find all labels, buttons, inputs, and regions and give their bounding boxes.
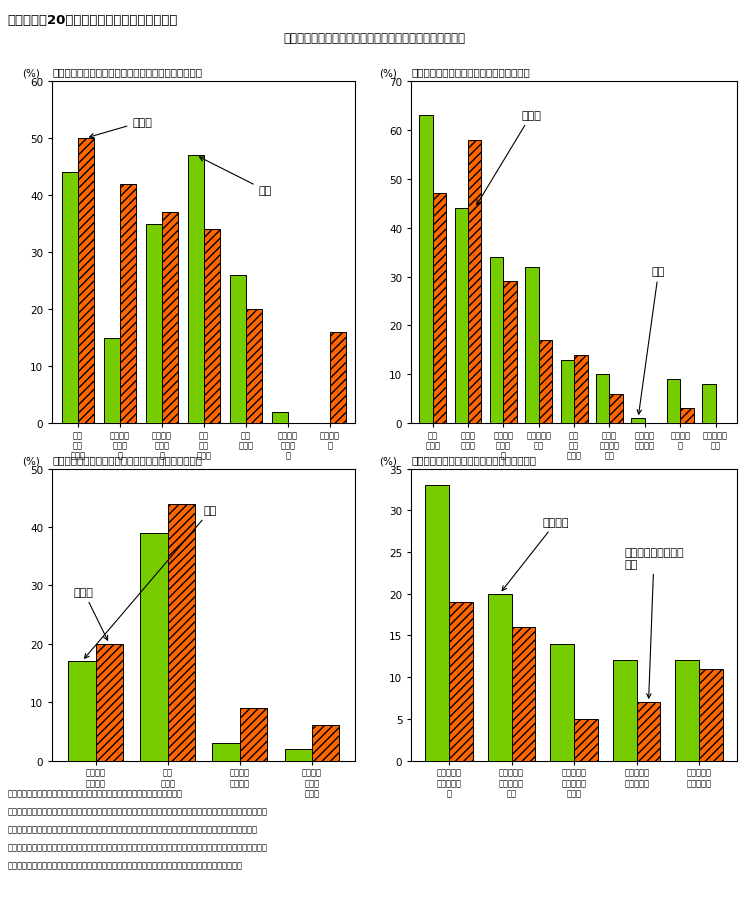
Bar [574,719,598,761]
Text: パート・アルバイト
採用: パート・アルバイト 採用 [624,548,684,699]
Text: 現在: 現在 [85,506,217,659]
Bar [146,224,162,424]
Bar [488,594,512,761]
Text: (%): (%) [378,456,396,466]
Bar [631,419,645,424]
Bar [212,743,240,761]
Text: 中途採用: 中途採用 [502,517,569,591]
Bar [162,213,178,424]
Bar [330,333,346,424]
Bar [312,726,340,761]
Text: 肢から１つ選択する形式で、記載以外の項目として「分からない・不明」、「その他」などの項目がある。: 肢から１つ選択する形式で、記載以外の項目として「分からない・不明」、「その他」な… [7,824,257,834]
Bar [419,116,432,424]
Bar [468,140,482,424]
Text: （１）重視する採用チャネル（正社員（新卒採用））: （１）重視する採用チャネル（正社員（新卒採用）） [52,67,203,77]
Bar [503,282,517,424]
Bar [675,660,699,761]
Text: に採用候補者を紹介してもらう採用手法。アルムナイ採用は、自社の退職者を再雇用する採用手法。: に採用候補者を紹介してもらう採用手法。アルムナイ採用は、自社の退職者を再雇用する… [7,861,242,870]
Bar [699,669,723,761]
Bar [188,156,203,424]
Text: ５年前: ５年前 [476,111,541,206]
Bar [284,749,312,761]
Bar [141,533,168,761]
Bar [246,310,262,424]
Bar [78,138,94,424]
Bar [272,412,288,424]
Text: 正社員の中途採用は、転職サイトを含め採用経路が多様化: 正社員の中途採用は、転職サイトを含め採用経路が多様化 [283,32,465,45]
Text: ３．オウンドメディアは、自社サイトやパンフレットなど、企業自らが運用する媒体。リファラル採用は、自社社員: ３．オウンドメディアは、自社サイトやパンフレットなど、企業自らが運用する媒体。リ… [7,843,268,852]
Text: （３）重視する採用チャネル（パート・アルバイト）: （３）重視する採用チャネル（パート・アルバイト） [52,455,203,465]
Bar [512,628,536,761]
Text: (%): (%) [22,68,40,78]
Bar [240,708,267,761]
Bar [104,338,120,424]
Bar [230,275,246,424]
Bar [168,504,195,761]
Bar [551,644,574,761]
Bar [539,341,552,424]
Bar [61,173,78,424]
Bar [203,230,220,424]
Text: 現在: 現在 [637,267,665,415]
Text: ５年前: ５年前 [74,588,108,640]
Bar [425,486,449,761]
Bar [561,360,574,424]
Text: （備考）１．内閣府「人手不足への対応に関する企業意識調査」により作成。: （備考）１．内閣府「人手不足への対応に関する企業意識調査」により作成。 [7,788,183,797]
Bar [455,209,468,424]
Bar [596,374,610,424]
Text: (%): (%) [378,68,396,78]
Bar [613,660,637,761]
Bar [680,409,693,424]
Text: ２．（１）〜（３）は５年前と現在重視していたものそれぞれについて、最大３つまで選択する形式。（４）は選択: ２．（１）〜（３）は５年前と現在重視していたものそれぞれについて、最大３つまで選… [7,806,268,815]
Bar [525,268,539,424]
Text: ５年前: ５年前 [90,118,152,138]
Text: （４）採用チャネル選択の際に重視する項目: （４）採用チャネル選択の際に重視する項目 [411,455,536,465]
Text: 現在: 現在 [200,158,272,196]
Bar [96,644,123,761]
Bar [490,258,503,424]
Bar [432,194,446,424]
Bar [702,384,716,424]
Bar [574,355,587,424]
Bar [449,602,473,761]
Text: (%): (%) [22,456,40,466]
Bar [666,380,680,424]
Bar [610,394,623,424]
Bar [637,702,660,761]
Text: 第１－１－20図　企業の採用チャネルの変化: 第１－１－20図 企業の採用チャネルの変化 [7,14,178,26]
Bar [120,184,135,424]
Text: （２）重視する採用チャネル（中途採用）: （２）重視する採用チャネル（中途採用） [411,67,530,77]
Bar [68,661,96,761]
